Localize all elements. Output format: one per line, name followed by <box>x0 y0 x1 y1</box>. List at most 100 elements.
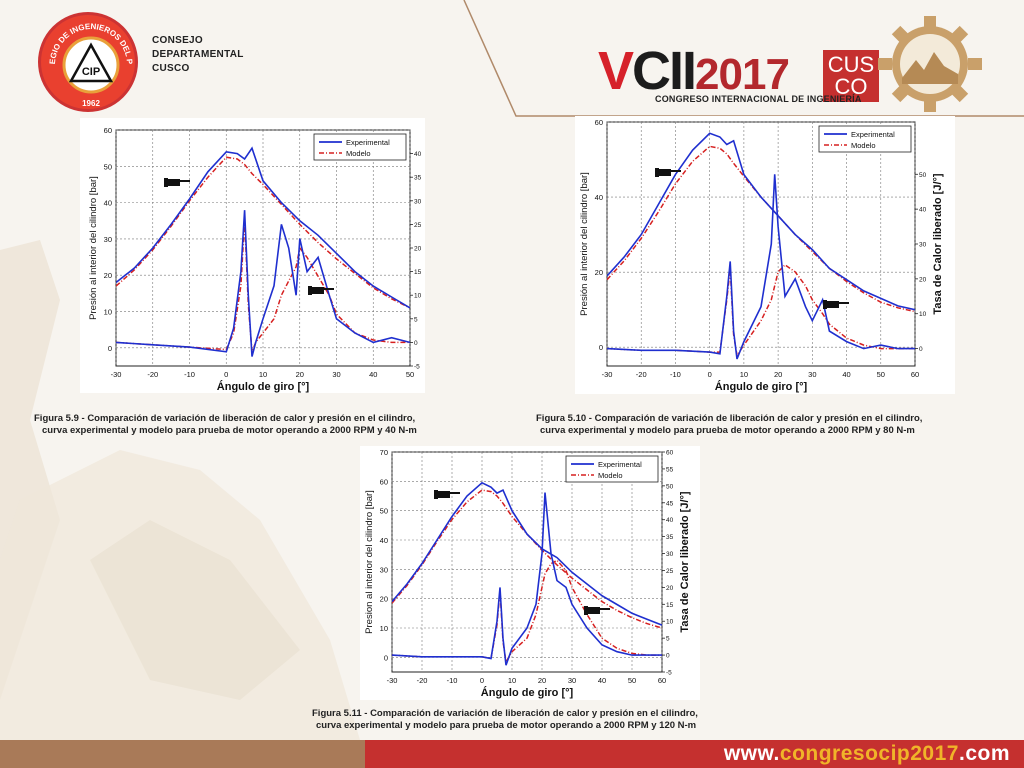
org-line: CUSCO <box>152 63 190 74</box>
series-modelo-pressure <box>116 156 410 309</box>
x-tick-label: -10 <box>670 370 681 379</box>
y2-axis-label: Tasa de Calor liberado [J/°] <box>679 491 691 632</box>
y-tick-label: 50 <box>104 162 112 171</box>
y2-tick-label: 20 <box>666 585 674 592</box>
x-tick-label: 20 <box>538 676 546 685</box>
x-tick-label: 40 <box>369 370 377 379</box>
y-tick-label: 20 <box>380 595 388 604</box>
brand-cii: CII <box>632 41 697 101</box>
y2-tick-label: 20 <box>919 276 927 283</box>
org-line: CONSEJO <box>152 35 204 46</box>
series-modelo-pressure <box>607 145 915 313</box>
y2-tick-label: 55 <box>666 466 674 473</box>
caption-line: Figura 5.11 - Comparación de variación d… <box>312 708 698 719</box>
y-axis-label: Presión al interior del cilindro [bar] <box>579 172 590 316</box>
y2-tick-label: 35 <box>666 534 674 541</box>
y-tick-label: 40 <box>595 193 603 202</box>
x-tick-label: -20 <box>636 370 647 379</box>
brand-city-line1: CUS <box>827 52 875 77</box>
y2-tick-label: 5 <box>414 316 418 323</box>
x-tick-label: 10 <box>508 676 516 685</box>
x-tick-label: 60 <box>911 370 919 379</box>
series-experimental-pressure <box>116 146 410 309</box>
legend-label-experimental: Experimental <box>851 130 895 139</box>
y2-tick-label: 45 <box>666 500 674 507</box>
y2-tick-label: -5 <box>414 364 420 371</box>
caption-figure-5-9: Figura 5.9 - Comparación de variación de… <box>34 413 504 437</box>
series-experimental-heat-release <box>392 492 662 666</box>
x-tick-label: -30 <box>387 676 398 685</box>
x-tick-label: -20 <box>417 676 428 685</box>
caption-figure-5-11: Figura 5.11 - Comparación de variación d… <box>312 708 782 732</box>
x-tick-label: -10 <box>184 370 195 379</box>
y-tick-label: 60 <box>104 126 112 135</box>
y2-tick-label: 40 <box>919 207 927 214</box>
x-tick-label: 60 <box>658 676 666 685</box>
brand-city-line2: CO <box>834 74 868 99</box>
page-header: COLEGIO DE INGENIEROS DEL PERÚ CIP 1962 … <box>0 0 1024 120</box>
x-axis-label: Ángulo de giro [°] <box>217 380 310 393</box>
y2-tick-label: 60 <box>666 450 674 457</box>
cip-logo: COLEGIO DE INGENIEROS DEL PERÚ CIP 1962 <box>38 12 138 112</box>
pointing-hand-icon <box>584 606 610 615</box>
y-tick-label: 0 <box>384 653 388 662</box>
page-footer: www.congresocip2017.com <box>0 740 1024 768</box>
x-tick-label: 50 <box>628 676 636 685</box>
url-highlight: congresocip2017 <box>779 742 959 765</box>
legend-label-modelo: Modelo <box>851 141 876 150</box>
x-tick-label: 30 <box>332 370 340 379</box>
caption-line: curva experimental y modelo para prueba … <box>42 425 417 436</box>
chart-5-11-svg: -30 -20 -10 0 10 20 30 40 50 60 0 10 20 30 40 50 60 70 -5 0… <box>364 448 691 699</box>
legend-label-modelo: Modelo <box>598 471 623 480</box>
x-axis-label: Ángulo de giro [°] <box>481 686 574 699</box>
y2-tick-label: 15 <box>666 602 674 609</box>
caption-line: curva experimental y modelo para prueba … <box>316 720 697 731</box>
y-axis-label: Presion al interior del cilindro [bar] <box>364 490 375 634</box>
legend-label-modelo: Modelo <box>346 149 371 158</box>
y2-tick-label: 30 <box>919 242 927 249</box>
pointing-hand-icon <box>308 286 334 295</box>
series-experimental-pressure <box>607 132 915 311</box>
y-tick-label: 40 <box>380 536 388 545</box>
series-experimental-heat-release <box>607 174 915 360</box>
chart-figure-5-10: -30 -20 -10 0 10 20 30 40 50 60 0 20 40 60 0 10 20 30 40 50… <box>575 116 955 394</box>
x-tick-label: 20 <box>296 370 304 379</box>
legend-box <box>313 133 407 161</box>
y2-tick-label: 10 <box>414 293 422 300</box>
x-tick-label: 50 <box>406 370 414 379</box>
legend-label-experimental: Experimental <box>598 460 642 469</box>
chart-5-9-svg: -30 -20 -10 0 10 20 30 40 50 0 10 20 30 40 50 60 -5 0 5 10 1… <box>88 126 422 393</box>
gear-icon <box>878 16 982 112</box>
series-experimental-pressure <box>392 481 662 626</box>
caption-line: Figura 5.9 - Comparación de variación de… <box>34 413 416 424</box>
y2-tick-label: 35 <box>414 175 422 182</box>
legend-box <box>818 125 912 153</box>
y-tick-label: 0 <box>599 343 603 352</box>
y2-tick-label: 50 <box>919 172 927 179</box>
website-url[interactable]: www.congresocip2017.com <box>724 742 1010 766</box>
org-name: CONSEJO DEPARTAMENTAL CUSCO <box>152 34 244 76</box>
pointing-hand-icon <box>434 490 460 499</box>
plot-area <box>391 451 663 673</box>
y2-tick-label: 50 <box>666 483 674 490</box>
caption-figure-5-10: Figura 5.10 - Comparación de variación d… <box>536 413 1006 437</box>
chart-figure-5-11: -30 -20 -10 0 10 20 30 40 50 60 0 10 20 30 40 50 60 70 -5 0… <box>360 446 700 700</box>
y2-tick-label: 30 <box>666 551 674 558</box>
x-tick-label: 50 <box>877 370 885 379</box>
x-axis-label: Ángulo de giro [°] <box>715 380 808 393</box>
cip-logo-emblem: COLEGIO DE INGENIEROS DEL PERÚ CIP 1962 <box>41 15 134 108</box>
x-tick-label: -20 <box>147 370 158 379</box>
y2-tick-label: 15 <box>414 269 422 276</box>
logo-mark: CIP <box>82 66 100 78</box>
footer-left-band <box>0 740 365 768</box>
caption-line: Figura 5.10 - Comparación de variación d… <box>536 413 923 424</box>
chart-5-10-svg: -30 -20 -10 0 10 20 30 40 50 60 0 20 40 60 0 10 20 30 40 50… <box>579 118 944 393</box>
x-tick-label: 40 <box>598 676 606 685</box>
y2-tick-label: 25 <box>666 568 674 575</box>
x-tick-label: 30 <box>808 370 816 379</box>
chart-figure-5-9: -30 -20 -10 0 10 20 30 40 50 0 10 20 30 40 50 60 -5 0 5 10 1… <box>80 118 425 393</box>
series-modelo-pressure <box>392 489 662 629</box>
x-tick-label: 0 <box>224 370 228 379</box>
brand-v: V <box>598 41 634 101</box>
